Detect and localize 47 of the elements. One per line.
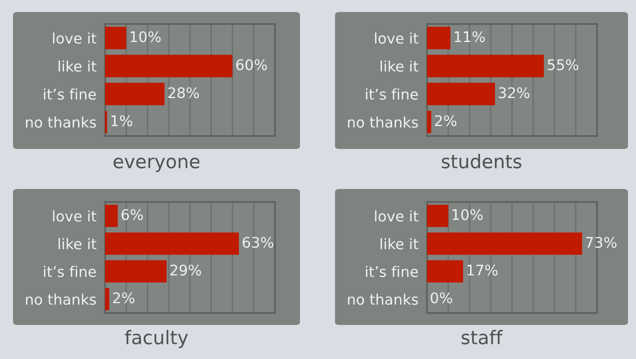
y-tick-label: like it [58,60,96,72]
bar [105,204,118,227]
data-label: 17% [468,264,498,276]
data-label: 60% [236,59,267,70]
bar [105,260,167,282]
data-label: 11% [454,31,485,42]
data-label: 2% [113,292,134,304]
data-label: 29% [170,264,202,276]
bar [427,26,450,50]
y-tick-label: like it [380,238,418,250]
bar [427,82,495,106]
data-label: 73% [586,236,617,248]
data-label: 0% [430,292,452,304]
bar [427,110,432,134]
y-tick-label: love it [53,210,96,222]
y-tick-label: love it [53,32,96,44]
y-tick-label: no thanks [26,294,96,305]
data-label: 6% [122,209,143,220]
y-tick-label: no thanks [348,116,418,128]
data-label: 10% [452,209,483,220]
data-label: 28% [168,87,199,98]
data-label: 2% [435,115,456,126]
y-tick-label: no thanks [348,294,418,305]
bar [105,232,239,255]
y-tick-label: love it [375,210,418,222]
text: students [442,154,522,168]
data-label: 55% [548,59,578,70]
text: staff [462,330,503,344]
data-label: 63% [242,236,274,248]
bar [105,288,110,310]
y-tick-label: no thanks [26,116,96,128]
y-tick-label: it’s fine [366,266,418,278]
data-label: 1% [112,115,132,126]
bar [105,82,164,106]
data-label: 10% [130,31,161,42]
text: everyone [114,158,200,172]
y-tick-label: it’s fine [44,88,96,100]
y-tick-label: like it [58,238,96,250]
data-label: 32% [498,87,530,98]
bar [105,54,232,78]
bar [427,54,544,78]
y-tick-label: it’s fine [366,88,418,100]
bar [105,26,126,50]
y-tick-label: love it [375,32,418,44]
y-tick-label: it’s fine [44,266,96,278]
y-tick-label: like it [380,60,418,72]
text: faculty [124,330,188,348]
